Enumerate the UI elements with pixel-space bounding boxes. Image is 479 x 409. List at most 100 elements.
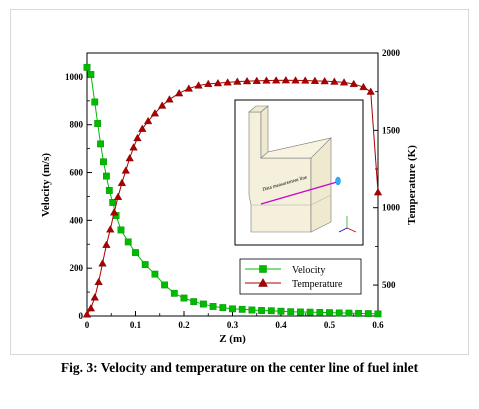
temperature-point: [150, 109, 160, 117]
temperature-point: [165, 95, 174, 103]
x-tick-label: 0.4: [275, 320, 287, 330]
legend-box: [239, 258, 362, 295]
velocity-point: [316, 309, 324, 316]
velocity-point: [105, 187, 113, 194]
velocity-point: [117, 226, 125, 234]
velocity-point: [141, 261, 149, 268]
velocity-point: [87, 71, 95, 78]
y-left-tick-label: 200: [70, 263, 84, 273]
temperature-point: [158, 101, 167, 109]
inset-geometry: Data measurement line: [234, 99, 364, 246]
velocity-point: [277, 307, 285, 315]
temperature-point: [213, 78, 223, 87]
y-left-tick-label: 1000: [65, 72, 84, 82]
legend-velocity-marker: [259, 265, 267, 273]
temperature-point: [121, 166, 130, 174]
velocity-point: [132, 249, 139, 257]
temperature-point: [184, 84, 193, 92]
temperature-point: [359, 82, 368, 91]
temperature-point: [223, 78, 232, 86]
temperature-point: [143, 116, 153, 125]
temperature-point: [310, 76, 320, 84]
velocity-point: [97, 140, 104, 148]
velocity-point: [209, 303, 217, 310]
velocity-point: [94, 120, 102, 127]
velocity-point: [100, 158, 107, 166]
velocity-point: [229, 305, 236, 313]
temperature-point: [301, 76, 310, 84]
temperature-point: [110, 208, 119, 216]
velocity-point: [102, 172, 110, 180]
y-right-tick-label: 1000: [382, 203, 401, 213]
velocity-point: [287, 308, 295, 316]
inset-hidden-edge-2: [310, 194, 332, 206]
temperature-point: [175, 89, 184, 97]
temperature-point: [320, 76, 329, 85]
temperature-point: [106, 225, 115, 233]
y-left-tick-label: 800: [70, 120, 84, 130]
temperature-point: [125, 153, 134, 162]
x-tick-label: 0.6: [372, 320, 384, 330]
figure-caption: Fig. 3: Velocity and temperature on the …: [60, 360, 419, 375]
legend-velocity-label: Velocity: [292, 265, 325, 276]
temperature-point: [94, 277, 103, 286]
temperature-point: [133, 133, 142, 142]
y-right-tick-label: 2000: [382, 48, 401, 58]
temperature-point: [98, 259, 107, 267]
temperature-point: [281, 76, 290, 84]
temperature-point: [86, 304, 96, 312]
y-left-tick-label: 0: [79, 311, 84, 321]
velocity-point: [345, 309, 353, 317]
velocity-point: [267, 307, 275, 315]
temperature-point: [113, 192, 123, 200]
velocity-point: [109, 199, 117, 206]
figure-frame: 0 0.1 0.2 0.3 0.4 0.5 0.6 0 200 400 600 800 1000 50…: [10, 9, 469, 355]
y-right-tick-label: 1500: [382, 125, 401, 135]
x-tick-label: 0.5: [324, 320, 336, 330]
temperature-point: [330, 77, 339, 85]
inset-axis-z: [338, 227, 348, 233]
inset-measurement-line: [260, 181, 338, 205]
velocity-point: [190, 298, 198, 306]
x-tick-label: 0.2: [178, 320, 190, 330]
legend-temperature-marker: [258, 277, 268, 287]
y-left-axis-title: Velocity (m/s): [40, 153, 52, 217]
temperature-point: [204, 79, 213, 87]
velocity-point: [335, 309, 343, 317]
velocity-point: [326, 309, 333, 317]
chart: 0 0.1 0.2 0.3 0.4 0.5 0.6 0 200 400 600 800 1000 50…: [40, 48, 418, 345]
velocity-point: [161, 281, 168, 289]
temperature-point: [272, 76, 281, 84]
temperature-point: [90, 293, 99, 301]
temperature-point: [366, 87, 375, 95]
temperature-point: [138, 124, 147, 132]
y-left-tick-label: 400: [70, 215, 84, 225]
y-right-axis-title: Temperature (K): [406, 145, 418, 225]
legend-temperature-label: Temperature: [292, 279, 343, 290]
velocity-point: [170, 289, 178, 297]
y-left-tick-label: 600: [70, 168, 84, 178]
velocity-point: [297, 308, 304, 316]
velocity-point: [124, 238, 132, 246]
temperature-point: [349, 79, 358, 87]
temperature-point: [102, 240, 111, 248]
temperature-point: [233, 77, 242, 85]
x-tick-label: 0: [85, 320, 90, 330]
temperature-point: [373, 188, 383, 196]
velocity-point: [364, 310, 372, 318]
velocity-point: [355, 309, 362, 317]
y-right-tick-label: 500: [382, 280, 396, 290]
velocity-point: [151, 270, 159, 278]
x-tick-label: 0.1: [130, 320, 142, 330]
series-layer: [82, 63, 383, 318]
inset-axis-x: [346, 227, 357, 233]
x-tick-label: 0.3: [227, 320, 239, 330]
velocity-point: [238, 305, 246, 313]
velocity-point: [219, 304, 227, 312]
velocity-point: [199, 300, 207, 308]
legend: Velocity Temperature: [239, 258, 362, 295]
temperature-point: [291, 76, 300, 84]
velocity-point: [258, 307, 265, 314]
x-axis-title: Z (m): [219, 333, 246, 345]
velocity-point: [248, 306, 256, 314]
